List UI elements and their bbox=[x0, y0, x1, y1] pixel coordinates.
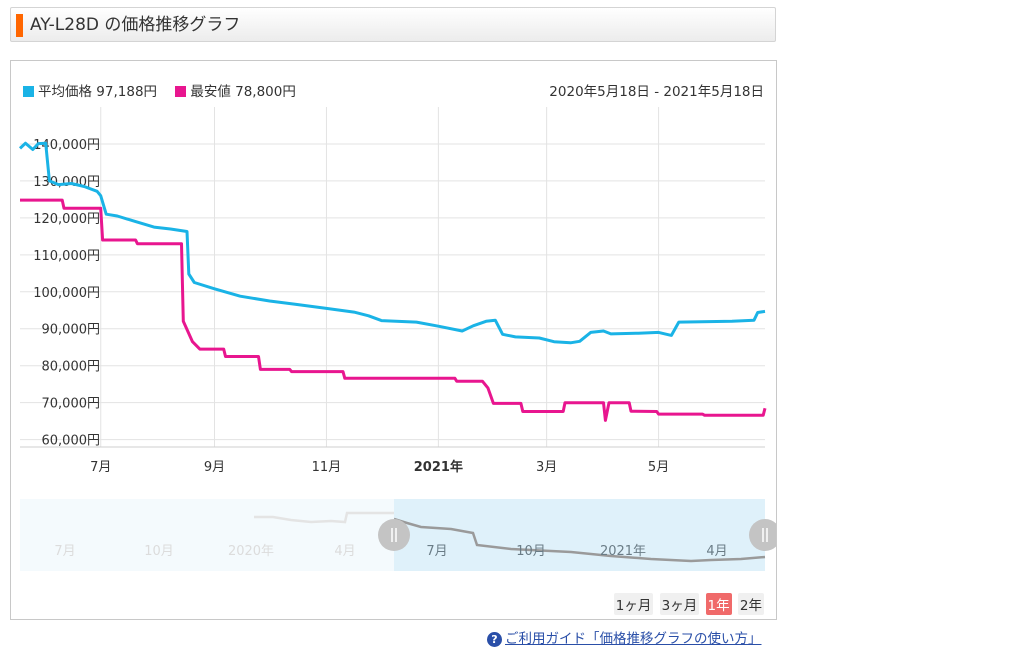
navigator-label: 4月 bbox=[334, 544, 355, 559]
navigator-label: 7月 bbox=[54, 544, 75, 559]
price-chart: 140,000円130,000円120,000円110,000円100,000円… bbox=[18, 107, 776, 571]
x-tick-label: 5月 bbox=[648, 460, 669, 475]
date-range: 2020年5月18日 - 2021年5月18日 bbox=[549, 84, 764, 100]
navigator-selected-line bbox=[393, 517, 766, 563]
x-tick-label: 9月 bbox=[204, 460, 225, 475]
period-button-1month[interactable]: 1ヶ月 bbox=[613, 593, 654, 615]
question-icon: ? bbox=[487, 632, 502, 647]
period-button-1year[interactable]: 1年 bbox=[705, 593, 732, 615]
legend-label-minimum: 最安値 78,800円 bbox=[190, 84, 296, 100]
y-tick-label: 90,000円 bbox=[42, 323, 101, 338]
title-accent-mark bbox=[16, 14, 23, 37]
guide-link-wrap: ? ご利用ガイド「価格推移グラフの使い方」 bbox=[487, 627, 762, 647]
legend-swatch-average bbox=[23, 86, 34, 97]
navigator-history-line bbox=[254, 511, 394, 524]
navigator-label: 2020年 bbox=[228, 544, 274, 559]
navigator-label: 7月 bbox=[426, 544, 447, 559]
y-tick-label: 80,000円 bbox=[42, 360, 101, 375]
navigator-label: 2021年 bbox=[600, 544, 646, 559]
series-line-average bbox=[18, 141, 766, 345]
x-tick-label: 7月 bbox=[90, 460, 111, 475]
y-tick-label: 110,000円 bbox=[33, 249, 100, 264]
page-title: AY-L28D の価格推移グラフ bbox=[30, 15, 241, 35]
title-bar: AY-L28D の価格推移グラフ bbox=[10, 7, 776, 42]
guide-link[interactable]: ご利用ガイド「価格推移グラフの使い方」 bbox=[505, 631, 762, 647]
period-selector: 1ヶ月 3ヶ月 1年 2年 bbox=[612, 593, 764, 615]
navigator-unselected-area bbox=[20, 499, 394, 571]
legend-item-minimum[interactable]: 最安値 78,800円 bbox=[175, 84, 296, 100]
x-tick-label: 3月 bbox=[536, 460, 557, 475]
y-tick-label: 70,000円 bbox=[42, 397, 101, 412]
navigator-label: 10月 bbox=[144, 544, 174, 559]
legend-item-average[interactable]: 平均価格 97,188円 bbox=[23, 84, 161, 100]
series-line-minimum bbox=[20, 198, 767, 422]
navigator-handle-left[interactable] bbox=[378, 519, 410, 551]
navigator-selected-area bbox=[394, 499, 765, 571]
x-tick-label: 11月 bbox=[312, 460, 342, 475]
x-tick-label: 2021年 bbox=[414, 459, 463, 475]
y-tick-label: 60,000円 bbox=[42, 434, 101, 449]
y-tick-label: 140,000円 bbox=[33, 138, 100, 153]
price-chart-panel: 平均価格 97,188円 最安値 78,800円 2020年5月18日 - 20… bbox=[10, 60, 777, 620]
navigator-label: 10月 bbox=[516, 544, 546, 559]
chart-legend: 平均価格 97,188円 最安値 78,800円 bbox=[23, 80, 310, 100]
navigator-label: 4月 bbox=[706, 544, 727, 559]
y-tick-label: 100,000円 bbox=[33, 286, 100, 301]
y-tick-label: 120,000円 bbox=[33, 212, 100, 227]
legend-label-average: 平均価格 97,188円 bbox=[38, 84, 158, 100]
legend-swatch-minimum bbox=[175, 86, 187, 97]
period-button-3months[interactable]: 3ヶ月 bbox=[659, 593, 700, 615]
period-button-2years[interactable]: 2年 bbox=[737, 593, 764, 615]
